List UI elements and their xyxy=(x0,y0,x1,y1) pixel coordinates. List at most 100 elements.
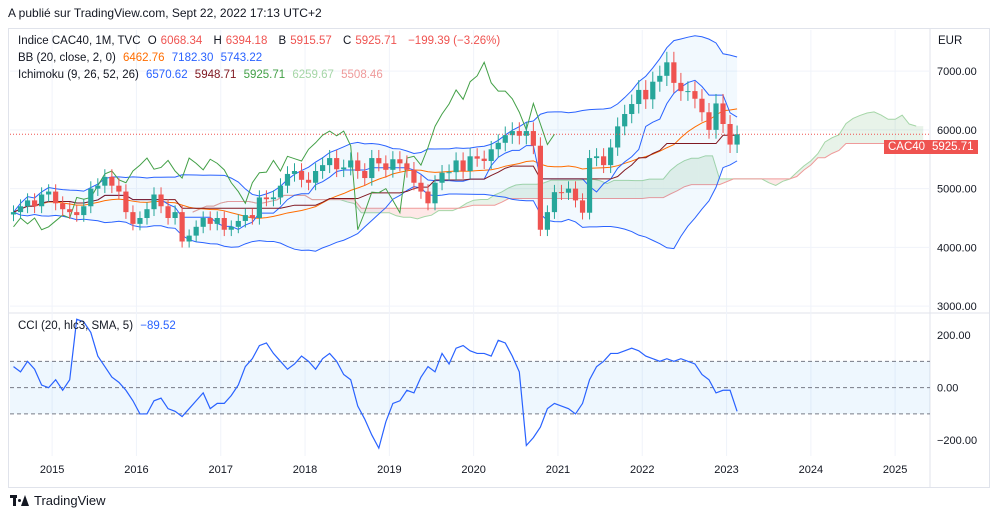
candle-body xyxy=(411,169,417,183)
bb-mid-value: 6462.76 xyxy=(123,52,165,64)
candle-body xyxy=(270,197,277,200)
candle-body xyxy=(53,191,59,204)
candle-body xyxy=(305,179,312,183)
candle-body xyxy=(699,98,705,113)
ohlc-close: C 5925.71 xyxy=(343,35,397,47)
candle-body xyxy=(249,215,255,218)
candle-body xyxy=(298,171,305,180)
tradingview-logo-icon xyxy=(10,495,29,506)
ichimoku-cloud-segment xyxy=(677,160,685,191)
candle-body xyxy=(404,163,410,170)
y-tick-label: 4000.00 xyxy=(937,242,977,254)
candle-body xyxy=(130,212,136,224)
ichimoku-cloud-segment xyxy=(881,115,889,144)
candle-body xyxy=(671,62,677,83)
candle-body xyxy=(60,203,66,210)
ichimoku-cloud-segment xyxy=(691,158,699,185)
candle-body xyxy=(622,114,628,127)
ichimoku-cloud-segment xyxy=(389,208,397,216)
candle-body xyxy=(643,89,649,100)
candle-body xyxy=(74,212,80,216)
ichimoku-cloud-segment xyxy=(635,180,643,199)
ichimoku-cloud-segment xyxy=(810,153,818,166)
ichimoku-cloud-segment xyxy=(522,184,530,199)
x-tick-label: 2022 xyxy=(630,464,654,476)
ichimoku-cloud-segment xyxy=(824,137,832,158)
candle-body xyxy=(355,160,361,171)
ichimoku-cloud-segment xyxy=(888,119,896,144)
ichimoku-chikou-value: 5925.71 xyxy=(243,69,286,81)
candle-body xyxy=(516,131,522,136)
candle-body xyxy=(495,142,501,150)
ichimoku-cloud-segment xyxy=(817,142,825,158)
candle-body xyxy=(636,89,642,105)
candle-body xyxy=(418,182,424,192)
candle-body xyxy=(158,194,164,207)
candle-body xyxy=(544,212,551,230)
candle-body xyxy=(369,158,375,179)
bb-low-value: 5743.22 xyxy=(220,52,263,64)
ichimoku-cloud-segment xyxy=(579,179,587,199)
ichimoku-cloud-segment xyxy=(403,208,411,218)
ichimoku-cloud-segment xyxy=(543,180,551,199)
candle-body xyxy=(446,172,452,174)
candle-body xyxy=(242,215,248,221)
x-tick-label: 2017 xyxy=(209,464,233,476)
candle-body xyxy=(530,131,536,146)
ichimoku-cloud-segment xyxy=(529,184,537,199)
candle-body xyxy=(383,163,389,170)
ichimoku-cloud-segment xyxy=(796,166,804,177)
ichimoku-label: Ichimoku (9, 26, 52, 26) xyxy=(18,69,139,81)
candle-body xyxy=(165,206,171,218)
bb-basis-line xyxy=(13,108,738,219)
symbol-tag: CAC40 xyxy=(884,140,930,154)
candle-body xyxy=(713,103,719,130)
cci-y-tick-label: 0.00 xyxy=(937,383,958,395)
ohlc-open: O 6068.34 xyxy=(147,35,203,47)
chart-frame xyxy=(8,28,990,488)
candle-body xyxy=(291,171,298,174)
candle-body xyxy=(432,182,438,204)
x-tick-label: 2019 xyxy=(377,464,401,476)
ohlc-low: B 5915.57 xyxy=(278,35,332,47)
candle-body xyxy=(320,165,326,171)
candle-body xyxy=(102,176,108,186)
x-tick-label: 2025 xyxy=(883,464,907,476)
footer-brand[interactable]: TradingView xyxy=(10,493,106,508)
candle-body xyxy=(46,191,52,195)
candle-body xyxy=(348,160,354,168)
candle-body xyxy=(123,191,129,213)
candle-body xyxy=(523,131,529,136)
ichimoku-legend: Ichimoku (9, 26, 52, 26) 6570.62 5948.71… xyxy=(18,69,387,81)
bb-up-value: 7182.30 xyxy=(171,52,214,64)
ichimoku-kijun-value: 5948.71 xyxy=(194,69,237,81)
ichimoku-cloud-segment xyxy=(719,178,727,185)
ichimoku-cloud-segment xyxy=(867,111,875,144)
candle-body xyxy=(586,158,593,213)
ichimoku-cloud-segment xyxy=(494,191,502,206)
ichimoku-cloud-segment xyxy=(698,155,706,185)
ichimoku-cloud-segment xyxy=(424,208,432,217)
candle-body xyxy=(734,134,740,145)
candle-body xyxy=(460,160,466,171)
cci-line xyxy=(13,318,738,450)
ichimoku-cloud-segment xyxy=(431,208,439,216)
ichimoku-cloud-segment xyxy=(621,180,629,199)
ichimoku-cloud-segment xyxy=(838,123,846,151)
candle-body xyxy=(362,171,368,179)
candle-body xyxy=(572,188,579,201)
candle-body xyxy=(629,104,635,115)
candle-body xyxy=(10,212,17,215)
candle-body xyxy=(565,188,572,193)
candle-body xyxy=(256,197,262,218)
x-tick-label: 2015 xyxy=(40,464,64,476)
candle-body xyxy=(200,218,206,227)
symbol-name: Indice CAC40, 1M, TVC xyxy=(18,35,141,47)
candle-body xyxy=(537,145,543,230)
ichimoku-cloud-segment xyxy=(487,194,495,206)
ichimoku-cloud-segment xyxy=(410,208,418,219)
candle-body xyxy=(678,82,684,92)
ichimoku-cloud-segment xyxy=(368,208,376,213)
candle-body xyxy=(685,91,691,93)
